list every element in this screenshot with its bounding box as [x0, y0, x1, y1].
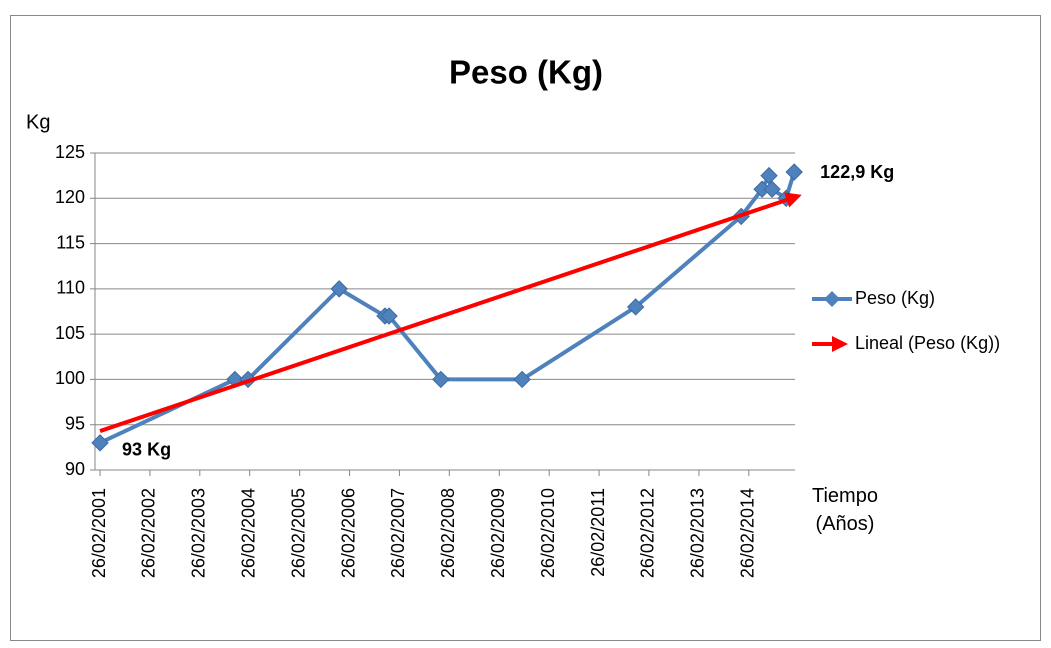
data-point [513, 370, 531, 389]
legend-label: Peso (Kg) [855, 288, 935, 308]
x-tick-label: 26/02/2013 [688, 488, 708, 578]
y-tick-label: 120 [55, 187, 85, 207]
chart-border [10, 15, 1041, 641]
x-tick-label: 26/02/2003 [189, 488, 209, 578]
data-point [785, 163, 803, 181]
x-axis-label: Tiempo (Años) [812, 485, 878, 535]
y-tick-label: 115 [56, 232, 85, 252]
data-point [91, 434, 109, 452]
data-point [432, 370, 450, 389]
x-tick-label: 26/02/2014 [738, 488, 758, 578]
data-point [330, 280, 348, 298]
x-tick-label: 26/02/2007 [388, 488, 408, 578]
y-tick-label: 110 [56, 278, 85, 298]
annotation: 122,9 Kg [820, 162, 894, 182]
x-tick-label: 26/02/2012 [638, 488, 658, 578]
x-tick-label: 26/02/2006 [338, 488, 358, 578]
data-point [380, 307, 398, 325]
data-point [763, 180, 781, 198]
x-tick-label: 26/02/2004 [238, 488, 258, 578]
x-tick-label: 26/02/2002 [139, 488, 159, 578]
x-tick-label: 26/02/2010 [538, 488, 558, 578]
x-tick-label: 26/02/2009 [488, 488, 508, 578]
x-tick-label: 26/02/2001 [89, 488, 109, 578]
trend-line [99, 192, 802, 433]
y-axis-label: Kg [26, 111, 50, 133]
y-tick-label: 105 [55, 323, 85, 343]
y-tick-label: 90 [65, 459, 85, 479]
legend-marker [824, 291, 840, 307]
annotation: 93 Kg [122, 440, 171, 460]
x-tick-label: 26/02/2008 [438, 488, 458, 578]
data-point [626, 298, 645, 316]
chart-title: Peso (Kg) [449, 54, 603, 91]
x-tick-label: 26/02/2011 [588, 488, 608, 577]
legend-label: Lineal (Peso (Kg)) [855, 333, 1000, 353]
y-tick-label: 125 [55, 142, 85, 162]
x-tick-label: 26/02/2005 [288, 488, 308, 578]
y-tick-label: 95 [65, 413, 85, 433]
y-tick-label: 100 [55, 368, 85, 388]
